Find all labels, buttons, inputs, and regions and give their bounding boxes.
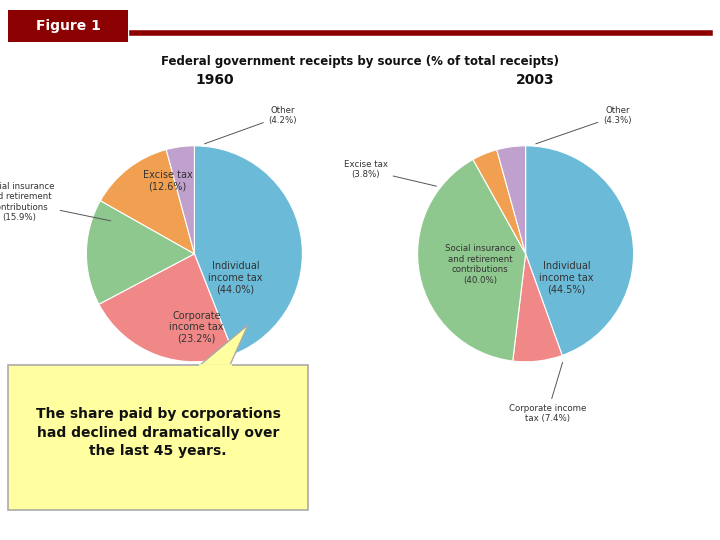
Text: Individual
income tax
(44.0%): Individual income tax (44.0%) <box>208 261 263 294</box>
Text: The share paid by corporations
had declined dramatically over
the last 45 years.: The share paid by corporations had decli… <box>35 407 280 458</box>
Wedge shape <box>99 254 234 362</box>
Wedge shape <box>418 159 526 361</box>
Wedge shape <box>473 150 526 254</box>
Wedge shape <box>513 254 562 362</box>
Text: Excise tax
(12.6%): Excise tax (12.6%) <box>143 170 192 191</box>
Wedge shape <box>86 201 194 304</box>
Text: Federal government receipts by source (% of total receipts): Federal government receipts by source (%… <box>161 56 559 69</box>
Wedge shape <box>166 146 194 254</box>
Text: Excise tax
(3.8%): Excise tax (3.8%) <box>343 160 436 186</box>
Text: Corporate
income tax
(23.2%): Corporate income tax (23.2%) <box>169 310 224 344</box>
Text: 1960: 1960 <box>196 73 234 87</box>
Wedge shape <box>497 146 526 254</box>
Text: Social insurance
and retirement
contributions
(40.0%): Social insurance and retirement contribu… <box>445 245 516 285</box>
Text: Figure 1: Figure 1 <box>35 19 100 33</box>
Wedge shape <box>526 146 634 355</box>
Wedge shape <box>194 146 302 354</box>
Text: 2003: 2003 <box>516 73 554 87</box>
Wedge shape <box>100 150 194 254</box>
Text: Other
(4.2%): Other (4.2%) <box>204 106 297 144</box>
Polygon shape <box>200 325 248 365</box>
Text: Social insurance
and retirement
contributions
(15.9%): Social insurance and retirement contribu… <box>0 182 111 222</box>
Text: Individual
income tax
(44.5%): Individual income tax (44.5%) <box>539 261 594 294</box>
Text: Other
(4.3%): Other (4.3%) <box>536 106 631 144</box>
FancyBboxPatch shape <box>8 365 308 510</box>
Text: Corporate income
tax (7.4%): Corporate income tax (7.4%) <box>508 362 586 423</box>
FancyBboxPatch shape <box>8 10 128 42</box>
